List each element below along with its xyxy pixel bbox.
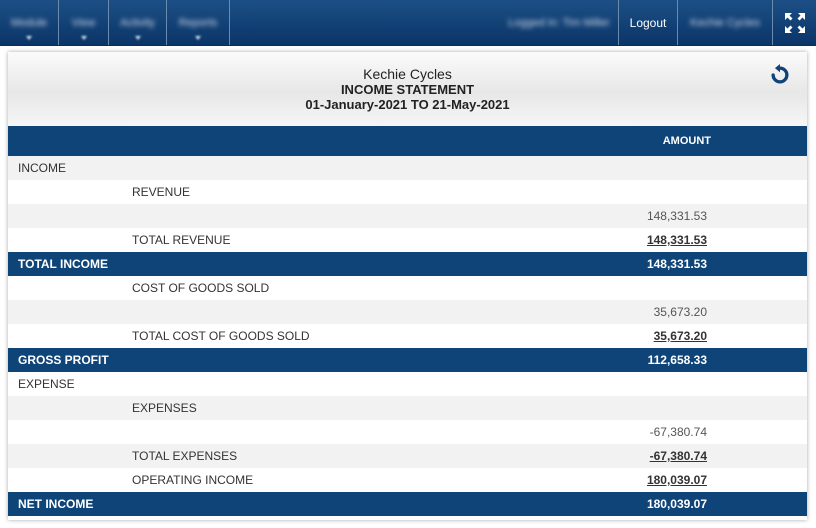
row-label: INCOME — [18, 161, 66, 175]
chevron-down-icon — [26, 36, 32, 40]
table-row: TOTAL REVENUE 148,331.53 — [8, 228, 807, 252]
row-amount: 35,673.20 — [653, 305, 707, 319]
refresh-icon[interactable] — [769, 64, 791, 86]
expand-button[interactable] — [772, 0, 816, 45]
expand-icon — [784, 12, 805, 33]
row-amount: 148,331.53 — [646, 233, 707, 247]
row-label: NET INCOME — [18, 497, 94, 511]
total-row: GROSS PROFIT 112,658.33 — [8, 348, 807, 372]
row-amount: -67,380.74 — [649, 449, 707, 463]
table-row: 148,331.53 — [8, 204, 807, 228]
table-row: EXPENSES — [8, 396, 807, 420]
chevron-down-icon — [134, 36, 141, 40]
table-row: COST OF GOODS SOLD — [8, 276, 807, 300]
row-amount: 148,331.53 — [646, 209, 707, 223]
table-row: REVENUE — [8, 180, 807, 204]
table-row: -67,380.74 — [8, 420, 807, 444]
row-amount: 35,673.20 — [653, 329, 707, 343]
row-label: COST OF GOODS SOLD — [132, 281, 270, 295]
row-label: TOTAL EXPENSES — [132, 449, 238, 463]
company-selector[interactable]: Kechie Cycles — [677, 0, 772, 45]
total-row: NET INCOME 180,039.07 — [8, 492, 807, 516]
statement-rows: INCOME REVENUE 148,331.53 TOTAL REVENUE 148,… — [8, 156, 807, 516]
row-label: TOTAL REVENUE — [132, 233, 231, 247]
report-header: Kechie Cycles INCOME STATEMENT 01-Januar… — [8, 52, 807, 126]
row-label: OPERATING INCOME — [132, 473, 254, 487]
report-title: INCOME STATEMENT — [340, 82, 475, 97]
nav-menu-module[interactable]: Module — [0, 0, 59, 45]
table-row: EXPENSE — [8, 372, 807, 396]
table-row: OPERATING INCOME 180,039.07 — [8, 468, 807, 492]
amount-column-header: AMOUNT — [8, 126, 807, 156]
logged-in-user: Logged in: Tim Miller — [508, 16, 610, 29]
row-label: TOTAL INCOME — [18, 257, 108, 271]
nav-menu-view[interactable]: View — [59, 0, 109, 45]
top-nav-bar: Module View Activity Reports Logged in: … — [0, 0, 816, 46]
nav-menu-activity[interactable]: Activity — [109, 0, 167, 45]
row-label: EXPENSE — [18, 377, 75, 391]
report-period: 01-January-2021 TO 21-May-2021 — [305, 97, 510, 112]
table-row: TOTAL EXPENSES -67,380.74 — [8, 444, 807, 468]
table-row: 35,673.20 — [8, 300, 807, 324]
row-amount: 148,331.53 — [646, 257, 707, 271]
table-row: TOTAL COST OF GOODS SOLD 35,673.20 — [8, 324, 807, 348]
row-amount: 180,039.07 — [646, 497, 707, 511]
report-panel: Kechie Cycles INCOME STATEMENT 01-Januar… — [8, 52, 807, 520]
nav-spacer — [230, 0, 500, 45]
chevron-down-icon — [80, 36, 87, 40]
row-label: TOTAL COST OF GOODS SOLD — [132, 329, 310, 343]
chevron-down-icon — [195, 36, 201, 40]
nav-menu-reports[interactable]: Reports — [167, 0, 230, 45]
total-row: TOTAL INCOME 148,331.53 — [8, 252, 807, 276]
row-label: GROSS PROFIT — [18, 353, 109, 367]
row-amount: 180,039.07 — [646, 473, 707, 487]
report-company: Kechie Cycles — [363, 66, 452, 82]
amount-header-label: AMOUNT — [662, 135, 711, 147]
row-amount: -67,380.74 — [649, 425, 707, 439]
logout-button[interactable]: Logout — [618, 0, 677, 45]
row-label: REVENUE — [132, 185, 191, 199]
row-amount: 112,658.33 — [647, 353, 707, 367]
table-row: INCOME — [8, 156, 807, 180]
row-label: EXPENSES — [132, 401, 197, 415]
